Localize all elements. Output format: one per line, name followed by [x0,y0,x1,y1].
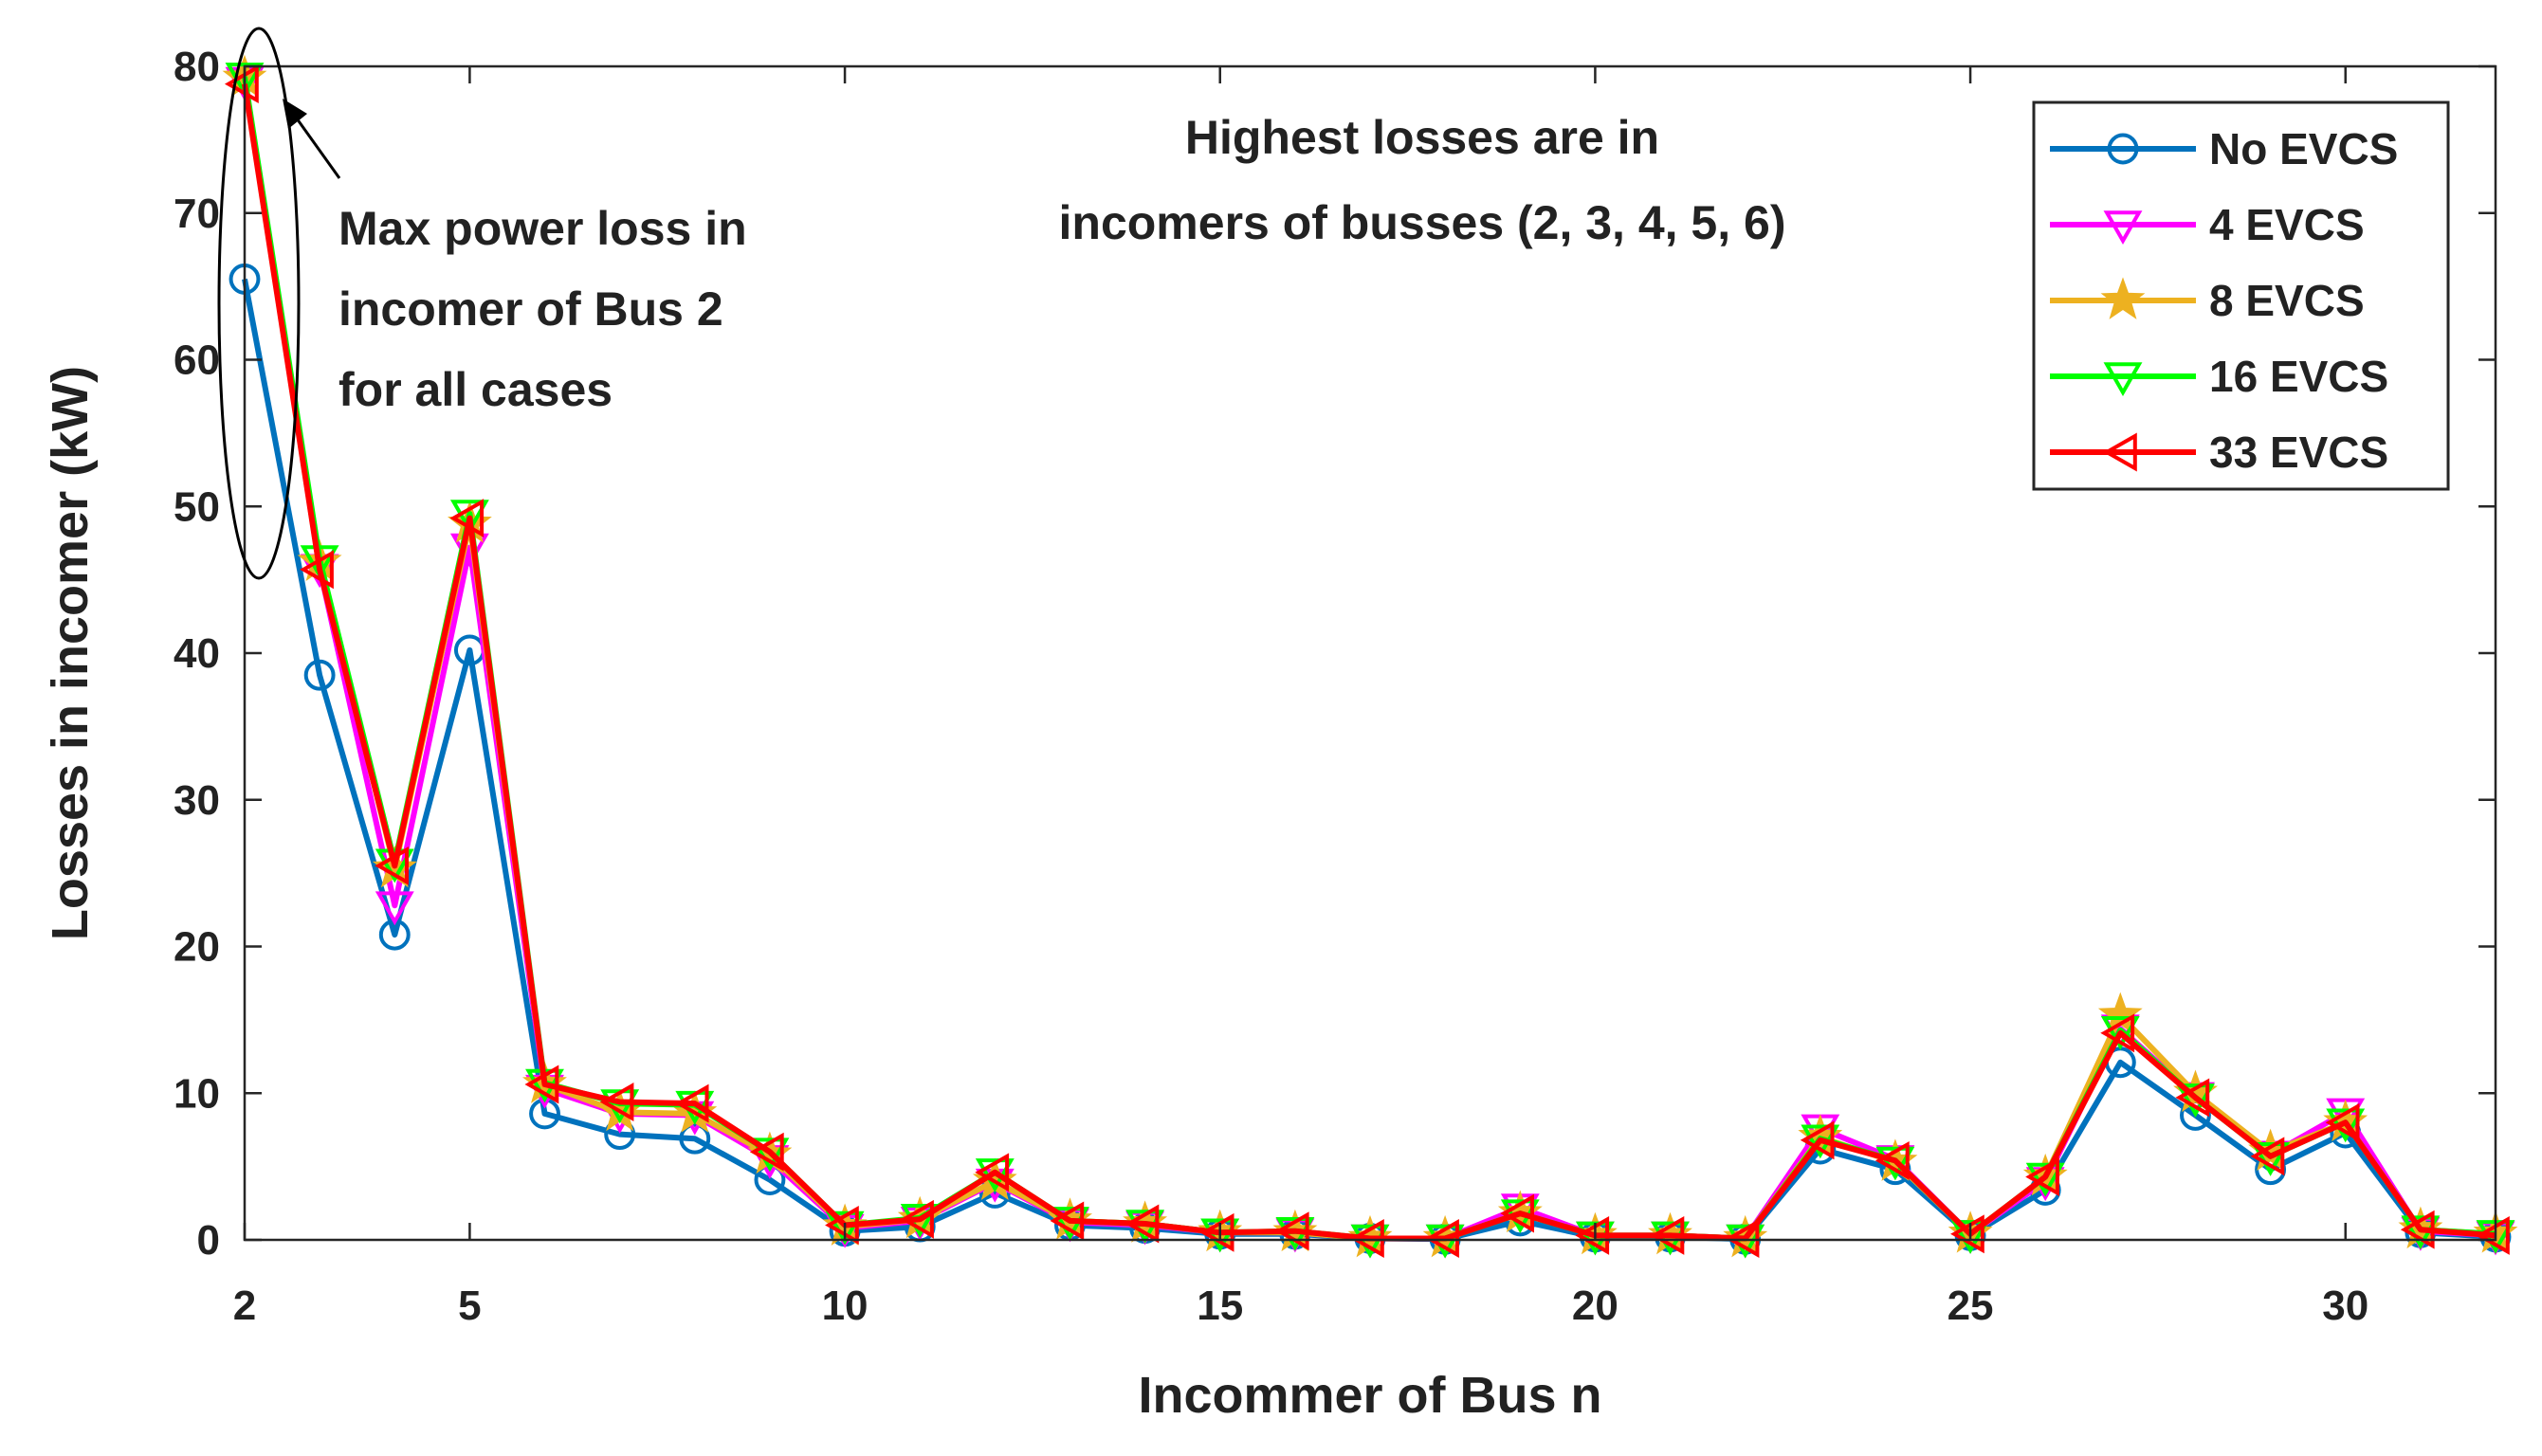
data-point-16-evcs-x26 [2025,1162,2065,1197]
data-point-33-evcs-x8 [674,1083,709,1123]
legend: No EVCS 4 EVCS 8 EVCS 16 EVCS 33 EVCS [2032,100,2450,491]
annotation-max-line-1: Max power loss in [338,202,747,255]
legend-marker-16-evcs [2103,362,2143,397]
data-point-33-evcs-x29 [2250,1137,2285,1176]
data-point-33-evcs-x18 [1425,1219,1459,1258]
data-point-33-evcs-x12 [975,1153,1010,1192]
data-point-33-evcs-x2 [224,64,259,104]
data-point-33-evcs-x9 [749,1132,784,1172]
x-tick-label-25: 25 [1948,1283,1994,1329]
x-tick-label-30: 30 [2322,1283,2368,1329]
data-point-16-evcs-x4 [375,848,414,883]
data-point-33-evcs-x27 [2100,1013,2135,1053]
legend-item-4-evcs: 4 EVCS [2050,200,2365,249]
legend-box [2032,100,2450,491]
highlight-ellipse [217,27,301,580]
legend-label-no-evcs: No EVCS [2209,124,2398,173]
legend-label-4-evcs: 4 EVCS [2209,200,2365,249]
series-line-33-evcs [242,83,2496,1242]
series-33-evcs [224,64,2510,1258]
legend-marker-8-evcs [2100,277,2146,319]
data-point-33-evcs-x23 [1800,1120,1835,1160]
legend-label-16-evcs: 16 EVCS [2209,352,2388,401]
annotation-arrow [283,99,341,179]
data-point-33-evcs-x11 [900,1199,934,1239]
x-tick-label-15: 15 [1197,1283,1243,1329]
legend-label-33-evcs: 33 EVCS [2209,428,2388,477]
legend-label-8-evcs: 8 EVCS [2209,276,2365,325]
data-point-33-evcs-x7 [599,1083,634,1121]
data-point-33-evcs-x10 [825,1206,859,1245]
data-point-16-evcs-x27 [2100,1016,2140,1050]
data-point-33-evcs-x25 [1950,1214,1984,1254]
plot-layer [222,54,2518,1259]
data-point-16-evcs-x28 [2176,1083,2215,1118]
x-tick-label-5: 5 [458,1283,481,1329]
data-point-16-evcs-x25 [1950,1220,1990,1254]
legend-marker-4-evcs [2103,210,2143,246]
data-point-no-evcs-x3 [303,659,336,691]
data-point-33-evcs-x32 [2475,1215,2510,1255]
annotation-highest-line-1: Highest losses are in [1185,111,1659,164]
legend-marker-33-evcs [2102,432,2137,472]
y-tick-label-70: 70 [174,191,220,237]
legend-marker-no-evcs [2107,133,2139,165]
annotation-max-line-2: incomer of Bus 2 [338,282,723,336]
annotation-highest-line-2: incomers of busses (2, 3, 4, 5, 6) [1059,196,1786,249]
x-tick-label-20: 20 [1572,1283,1618,1329]
data-point-33-evcs-x19 [1500,1193,1534,1233]
data-point-no-evcs-x8 [679,1122,711,1155]
data-point-4-evcs-x4 [375,891,414,926]
data-point-33-evcs-x22 [1725,1219,1760,1258]
legend-item-16-evcs: 16 EVCS [2050,352,2388,401]
y-tick-label-20: 20 [174,924,220,971]
legend-item-33-evcs: 33 EVCS [2050,428,2388,477]
data-point-16-evcs-x9 [750,1138,790,1173]
data-point-33-evcs-x24 [1874,1140,1910,1180]
data-point-33-evcs-x28 [2175,1078,2210,1118]
data-point-16-evcs-x24 [1875,1146,1915,1181]
y-tick-label-30: 30 [174,777,220,824]
data-point-33-evcs-x6 [524,1065,559,1104]
data-point-33-evcs-x30 [2325,1102,2360,1142]
data-point-33-evcs-x20 [1575,1215,1610,1255]
data-point-33-evcs-x13 [1050,1201,1085,1241]
data-point-33-evcs-x14 [1125,1204,1160,1244]
annotation-max-loss: Max power loss in incomer of Bus 2 for a… [338,202,747,416]
data-point-33-evcs-x4 [375,846,409,885]
annotation-max-line-3: for all cases [338,363,613,416]
annotation-highest-losses: Highest losses are in incomers of busses… [1059,111,1786,249]
y-tick-label-10: 10 [174,1070,220,1117]
y-tick-label-60: 60 [174,337,220,384]
data-point-33-evcs-x21 [1650,1215,1685,1255]
x-tick-label-10: 10 [822,1283,869,1329]
data-point-16-evcs-x5 [449,500,489,535]
y-tick-label-0: 0 [197,1217,220,1264]
x-axis-label: Incommer of Bus n [1138,1367,1601,1424]
data-point-33-evcs-x5 [449,499,485,538]
y-axis-label: Losses in incomer (kW) [42,366,99,940]
data-point-33-evcs-x17 [1349,1219,1384,1258]
y-tick-label-50: 50 [174,483,220,530]
data-point-33-evcs-x26 [2025,1157,2059,1196]
data-point-33-evcs-x3 [300,550,334,590]
data-point-16-evcs-x29 [2251,1142,2291,1176]
x-tick-label-2: 2 [233,1283,256,1329]
legend-item-8-evcs: 8 EVCS [2050,276,2365,325]
legend-item-no-evcs: No EVCS [2050,124,2398,173]
data-point-33-evcs-x31 [2400,1210,2435,1249]
y-tick-label-40: 40 [174,630,220,677]
data-point-16-evcs-x3 [300,545,339,580]
y-tick-label-80: 80 [174,44,220,90]
